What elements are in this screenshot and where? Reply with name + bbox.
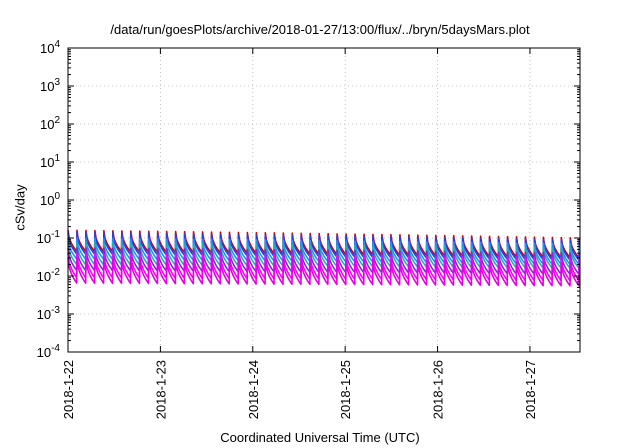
x-tick-label: 2018-1-23 — [153, 360, 168, 419]
x-tick-label: 2018-1-24 — [246, 360, 261, 419]
y-tick-label: 10-4 — [37, 343, 61, 360]
x-tick-label: 2018-1-22 — [61, 360, 76, 419]
x-axis-label: Coordinated Universal Time (UTC) — [220, 430, 420, 445]
x-axis-ticks: 2018-1-22 2018-1-23 2018-1-24 2018-1-25 2018… — [61, 48, 538, 419]
y-tick-label: 101 — [40, 153, 60, 170]
x-tick-label: 2018-1-26 — [431, 360, 446, 419]
flux-series-line — [67, 257, 581, 287]
y-tick-label: 102 — [40, 115, 60, 132]
flux-series-line — [67, 237, 581, 266]
flux-series-line — [67, 229, 581, 259]
y-tick-label: 10-3 — [37, 305, 61, 322]
x-tick-label: 2018-1-27 — [523, 360, 538, 419]
y-tick-label: 103 — [40, 77, 60, 94]
y-axis-ticks: 10-4 10-3 10-2 10-1 100 101 102 103 104 — [37, 39, 580, 360]
y-tick-label: 100 — [40, 191, 60, 208]
x-tick-label: 2018-1-25 — [338, 360, 353, 419]
y-tick-label: 104 — [40, 39, 60, 56]
flux-series-line — [67, 231, 581, 261]
flux-series-line — [67, 242, 581, 269]
flux-series-line — [67, 247, 581, 276]
plot-series — [67, 229, 581, 287]
grid-lines — [68, 48, 580, 352]
chart-title: /data/run/goesPlots/archive/2018-01-27/1… — [110, 22, 530, 37]
flux-series-line — [67, 252, 581, 282]
y-tick-label: 10-2 — [37, 267, 61, 284]
y-tick-label: 10-1 — [37, 229, 61, 246]
